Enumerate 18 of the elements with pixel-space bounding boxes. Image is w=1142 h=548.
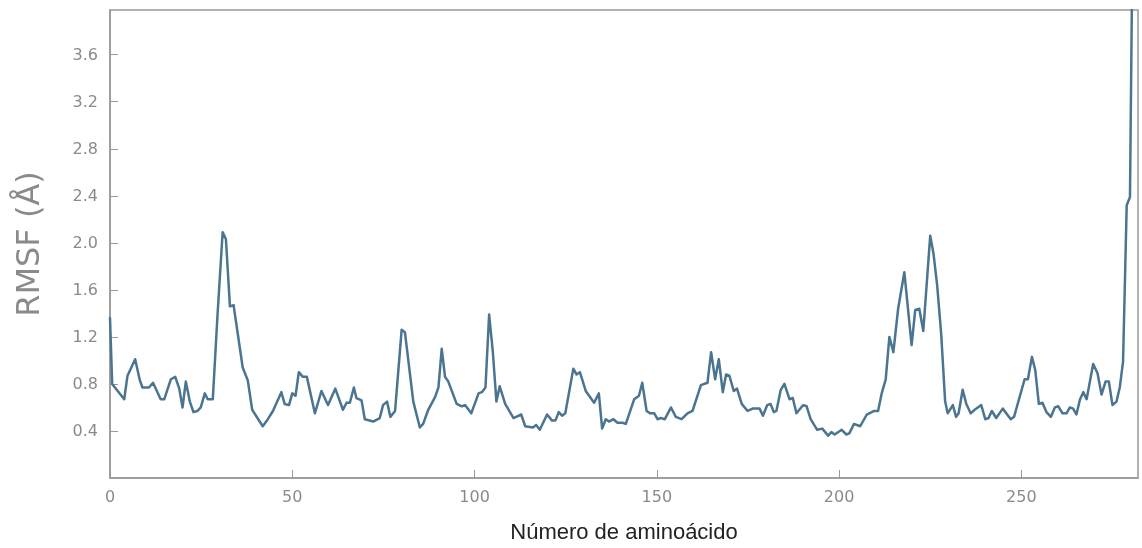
y-tick-label: 2.4	[72, 186, 98, 206]
x-tick-label: 50	[282, 486, 303, 506]
x-tick-label: 200	[823, 486, 855, 506]
y-tick-label: 2.8	[72, 139, 98, 159]
y-tick-label: 1.2	[72, 327, 98, 347]
y-tick-label: 0.8	[72, 374, 98, 394]
x-tick-label: 100	[459, 486, 490, 506]
y-tick-label: 2.0	[72, 233, 98, 253]
x-axis-title: Número de aminoácido	[510, 518, 738, 544]
x-tick-label: 0	[104, 486, 116, 506]
y-axis-title: RMSF (Å)	[9, 171, 47, 317]
y-tick-label: 3.6	[72, 45, 98, 65]
y-tick-label: 0.4	[72, 421, 98, 441]
line-series	[108, 8, 1134, 437]
x-tick-label: 250	[1006, 486, 1037, 506]
y-tick-label: 1.6	[72, 280, 98, 300]
x-tick-label: 150	[641, 486, 673, 506]
y-tick-label: 3.2	[72, 92, 98, 112]
